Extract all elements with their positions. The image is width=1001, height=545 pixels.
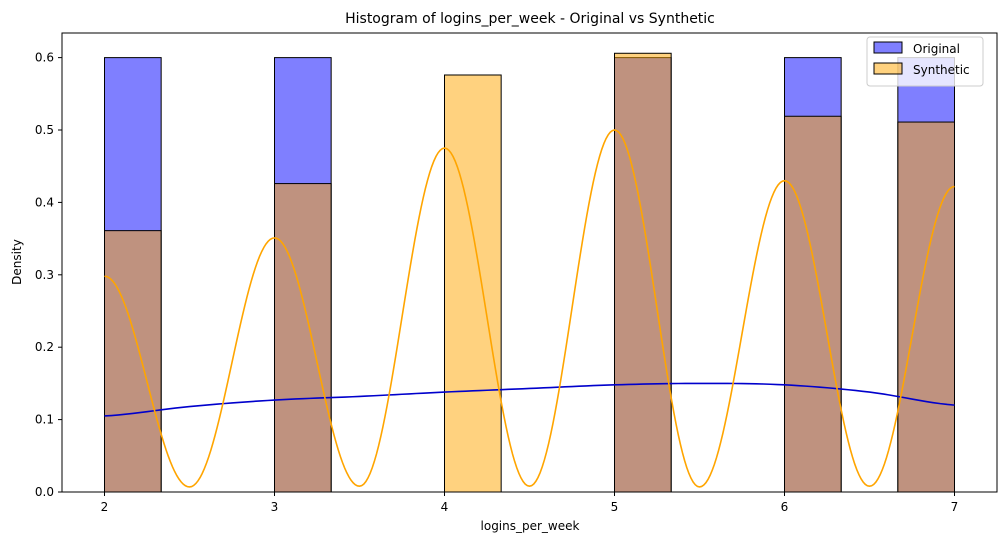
x-tick-label: 5 <box>611 500 619 514</box>
bar-synthetic-4 <box>784 115 842 493</box>
y-axis-label: Density <box>10 239 24 285</box>
x-tick-label: 3 <box>271 500 279 514</box>
bar-synthetic-2 <box>444 74 502 493</box>
x-tick-label: 7 <box>951 500 959 514</box>
kde-line-original <box>104 382 955 417</box>
bar-synthetic-5 <box>897 121 955 493</box>
x-tick-label: 4 <box>441 500 449 514</box>
y-tick-label: 0.4 <box>35 195 54 209</box>
kde-layer <box>104 129 955 488</box>
x-axis-label: logins_per_week <box>481 519 580 533</box>
legend-label-synthetic: Synthetic <box>913 63 970 77</box>
legend-label-original: Original <box>913 42 960 56</box>
y-tick-label: 0.0 <box>35 485 54 499</box>
bars-layer <box>104 52 955 493</box>
y-tick-label: 0.2 <box>35 340 54 354</box>
x-tick-label: 6 <box>781 500 789 514</box>
legend-swatch-original <box>873 41 903 54</box>
legend: Original Synthetic <box>866 36 984 87</box>
y-tick-label: 0.1 <box>35 413 54 427</box>
bar-synthetic-0 <box>104 230 162 493</box>
bar-synthetic-1 <box>274 183 332 493</box>
legend-swatch-synthetic <box>873 62 903 75</box>
x-tick-label: 2 <box>101 500 109 514</box>
y-tick-label: 0.6 <box>35 51 54 65</box>
bar-synthetic-3 <box>614 52 672 493</box>
y-axis: 0.0 0.1 0.2 0.3 0.4 0.5 0.6 <box>35 51 62 499</box>
kde-line-synthetic <box>104 129 955 488</box>
x-axis: 2 3 4 5 6 7 <box>101 492 959 514</box>
y-tick-label: 0.5 <box>35 123 54 137</box>
y-tick-label: 0.3 <box>35 268 54 282</box>
plot-area-frame <box>61 32 998 493</box>
chart-title: Histogram of logins_per_week - Original … <box>345 11 715 27</box>
